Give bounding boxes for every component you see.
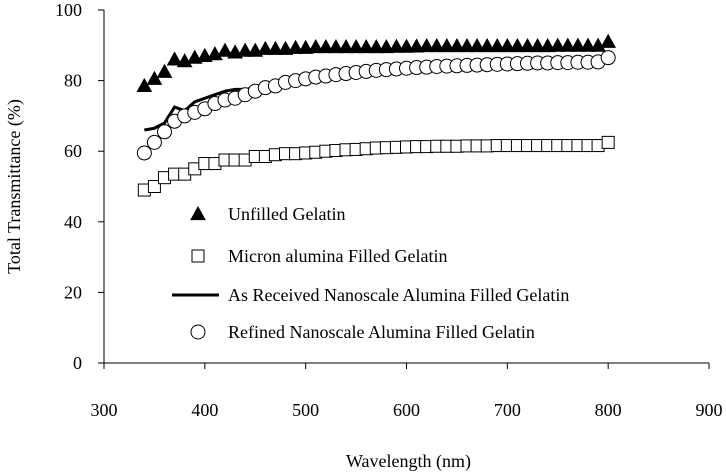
data-point (388, 38, 405, 53)
data-point (338, 39, 354, 54)
data-point (580, 37, 596, 52)
legend-label: Refined Nanoscale Alumina Filled Gelatin (228, 322, 535, 342)
data-point (297, 39, 314, 54)
data-point (489, 37, 506, 53)
legend-label: As Received Nanoscale Alumina Filled Gel… (228, 285, 569, 305)
x-tick-label: 400 (191, 400, 218, 420)
series-layer (136, 33, 617, 197)
data-point (428, 37, 445, 53)
legend: Unfilled Gelatin Micron alumina Filled Ge… (172, 204, 569, 342)
data-point (601, 135, 615, 149)
data-point (378, 39, 395, 54)
legend-item: Micron alumina Filled Gelatin (191, 246, 447, 266)
y-tick-label: 40 (64, 212, 82, 232)
y-ticks: 0 20 40 60 80 100 (55, 0, 104, 373)
series-square-open (137, 135, 615, 197)
y-tick-label: 80 (64, 71, 82, 91)
data-point (317, 39, 334, 54)
x-ticks: 300 400 500 600 700 800 900 (91, 363, 723, 420)
data-point (147, 180, 161, 193)
data-point (136, 145, 152, 161)
axes: 0 20 40 60 80 100 300 400 500 600 700 800 900 (55, 0, 723, 420)
data-point (307, 39, 324, 54)
data-point (277, 40, 294, 55)
data-point (156, 63, 173, 78)
data-point (459, 37, 475, 53)
data-point (146, 70, 163, 85)
data-point (509, 37, 526, 53)
data-point (570, 37, 586, 52)
legend-item: Unfilled Gelatin (190, 204, 345, 224)
x-tick-label: 300 (91, 400, 118, 420)
data-point (157, 124, 172, 140)
legend-marker (190, 205, 206, 221)
y-tick-label: 20 (64, 282, 82, 302)
y-tick-label: 100 (55, 0, 82, 20)
data-point (237, 42, 254, 57)
legend-item: As Received Nanoscale Alumina Filled Gel… (172, 285, 569, 305)
data-point (479, 37, 496, 53)
data-point (438, 37, 455, 53)
data-point (398, 38, 415, 53)
legend-label: Unfilled Gelatin (228, 204, 345, 224)
data-point (287, 39, 304, 54)
data-point (600, 33, 617, 48)
legend-item: Refined Nanoscale Alumina Filled Gelatin (190, 322, 535, 342)
x-axis-title: Wavelength (nm) (346, 451, 471, 472)
data-point (418, 37, 435, 53)
x-tick-label: 800 (595, 400, 622, 420)
data-point (549, 37, 566, 52)
y-tick-label: 0 (73, 353, 82, 373)
data-point (358, 39, 375, 54)
x-tick-label: 700 (494, 400, 521, 420)
x-tick-label: 900 (696, 400, 723, 420)
data-point (328, 39, 344, 54)
data-point (600, 50, 616, 66)
series-circle-open (136, 50, 616, 161)
x-tick-label: 500 (292, 400, 319, 420)
data-point (146, 134, 162, 150)
data-point (267, 40, 284, 55)
data-point (368, 39, 385, 54)
data-point (257, 40, 274, 55)
y-axis-title: Total Transmittance (%) (4, 99, 25, 274)
data-point (559, 37, 576, 52)
legend-label: Micron alumina Filled Gelatin (228, 246, 447, 266)
data-point (217, 42, 233, 57)
data-point (539, 37, 556, 53)
data-point (499, 37, 516, 53)
data-point (136, 77, 153, 92)
data-point (449, 37, 465, 53)
data-point (348, 39, 364, 54)
data-point (519, 37, 536, 53)
data-point (166, 51, 183, 66)
legend-marker (190, 324, 206, 340)
data-point (590, 37, 606, 52)
data-point (529, 37, 546, 53)
data-point (408, 38, 425, 53)
x-tick-label: 600 (393, 400, 420, 420)
series-triangle-filled (136, 33, 617, 92)
legend-marker (191, 249, 205, 263)
y-tick-label: 60 (64, 141, 82, 161)
data-point (469, 37, 485, 53)
